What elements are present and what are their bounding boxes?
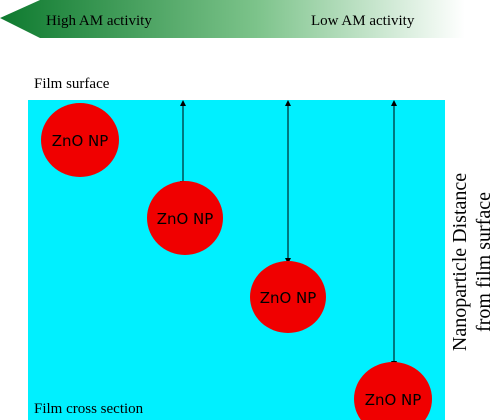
nanoparticle-label: ZnO NP bbox=[52, 132, 109, 150]
nanoparticle-2: ZnO NP bbox=[147, 181, 223, 255]
low-activity-label: Low AM activity bbox=[311, 13, 415, 29]
nanoparticle-label: ZnO NP bbox=[157, 210, 214, 228]
side-label-line1: Nanoparticle Distance bbox=[449, 173, 471, 351]
activity-gradient-arrow bbox=[0, 0, 465, 38]
nanoparticle-label: ZnO NP bbox=[260, 289, 317, 307]
nanoparticle-3: ZnO NP bbox=[250, 261, 326, 333]
side-label-line2: from film surface bbox=[473, 192, 495, 332]
side-label: Nanoparticle Distance from film surface bbox=[449, 173, 495, 351]
film-cross-section-label: Film cross section bbox=[34, 401, 144, 417]
nanoparticle-label: ZnO NP bbox=[365, 391, 422, 409]
nanoparticle-1: ZnO NP bbox=[41, 103, 119, 177]
nanoparticle-4: ZnO NP bbox=[354, 362, 432, 420]
film-surface-label: Film surface bbox=[34, 76, 110, 92]
high-activity-label: High AM activity bbox=[46, 13, 152, 29]
